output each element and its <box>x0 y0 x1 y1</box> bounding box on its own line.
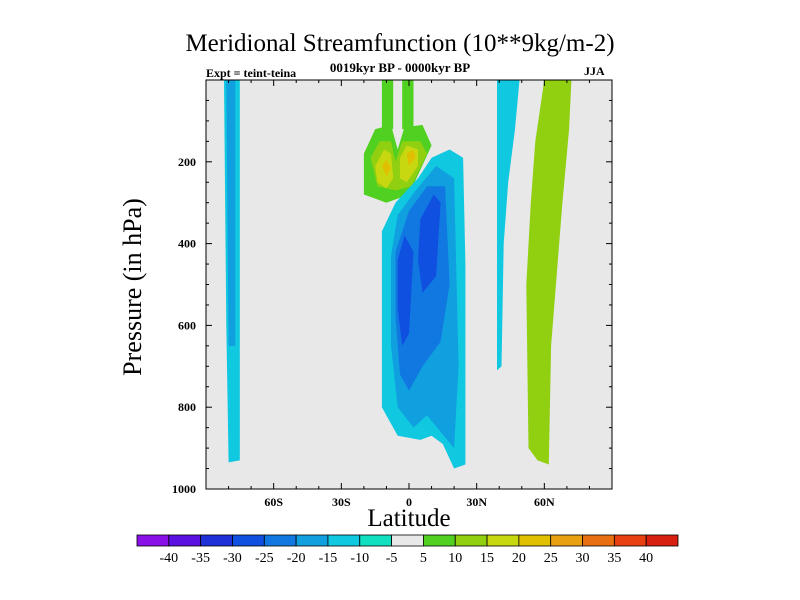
y-tick-label: 800 <box>178 400 196 414</box>
region-nh-ferrel <box>526 80 572 465</box>
colorbar-label: 30 <box>576 551 590 566</box>
region-hadley-25b <box>418 194 441 293</box>
colorbar-box <box>359 534 392 547</box>
colorbar-label: -10 <box>350 551 369 566</box>
colorbar-box <box>295 534 329 547</box>
colorbar-box <box>613 534 647 547</box>
colorbar-label: -25 <box>255 551 274 566</box>
colorbar-box <box>232 534 265 547</box>
region-nh-streak <box>497 80 520 371</box>
y-tick-label: 600 <box>178 318 196 332</box>
colorbar-label: 35 <box>607 551 621 566</box>
colorbar-box <box>423 534 456 547</box>
colorbar-label: 20 <box>512 551 526 566</box>
colorbar-label: 10 <box>448 551 462 566</box>
colorbar-label: 40 <box>639 551 653 566</box>
x-axis-label: Latitude <box>367 505 451 532</box>
colorbar-box <box>263 534 297 547</box>
region-upper-stem-right <box>402 80 414 130</box>
chart-title: Meridional Streamfunction (10**9kg/m-2) <box>185 30 615 57</box>
colorbar-label: -35 <box>191 551 210 566</box>
x-tick-label: 30N <box>466 495 487 509</box>
colorbar-label: -15 <box>319 551 338 566</box>
colorbar-box <box>518 534 552 547</box>
x-tick-label: 0 <box>406 495 412 509</box>
x-tick-label: 60N <box>534 495 555 509</box>
colorbar-label: -20 <box>287 551 306 566</box>
colorbar-box <box>200 534 233 547</box>
colorbar: -40 -35 -30 -25 -20 -15 -10 -5 5 10 15 20 25 30 35 40 <box>136 534 679 566</box>
colorbar-label: -40 <box>159 551 178 566</box>
colorbar-label: -5 <box>386 551 398 566</box>
colorbar-box <box>391 534 424 547</box>
region-upper-twin-20b <box>406 149 416 166</box>
x-tick-label: 30S <box>332 495 351 509</box>
colorbar-box <box>486 534 520 547</box>
colorbar-box <box>582 534 615 547</box>
colorbar-label: 15 <box>480 551 494 566</box>
experiment-label: Expt = teint-teina <box>206 66 297 80</box>
season-label: JJA <box>584 64 605 78</box>
colorbar-label: 25 <box>544 551 558 566</box>
colorbar-box <box>454 534 488 547</box>
region-upper-stem-left <box>381 80 394 130</box>
region-upper-twin-20 <box>381 159 391 177</box>
y-axis: 200 400 600 800 1000 <box>172 79 612 496</box>
x-axis: 60S 30S 0 30N 60N <box>205 80 613 509</box>
chart-subtitle: 0019kyr BP - 0000kyr BP <box>329 60 471 75</box>
y-tick-label: 200 <box>178 155 196 169</box>
colorbar-label: -30 <box>223 551 242 566</box>
colorbar-box <box>168 534 202 547</box>
colorbar-box <box>645 534 679 547</box>
colorbar-box <box>327 534 361 547</box>
contour-regions <box>224 80 572 469</box>
colorbar-box <box>550 534 583 547</box>
y-tick-label: 400 <box>178 237 196 251</box>
colorbar-box <box>136 534 170 547</box>
region-hadley-25 <box>397 235 414 346</box>
colorbar-label: 5 <box>420 551 427 566</box>
y-tick-label: 1000 <box>172 482 196 496</box>
x-tick-label: 60S <box>264 495 283 509</box>
region-sh-polar-core <box>226 80 236 346</box>
